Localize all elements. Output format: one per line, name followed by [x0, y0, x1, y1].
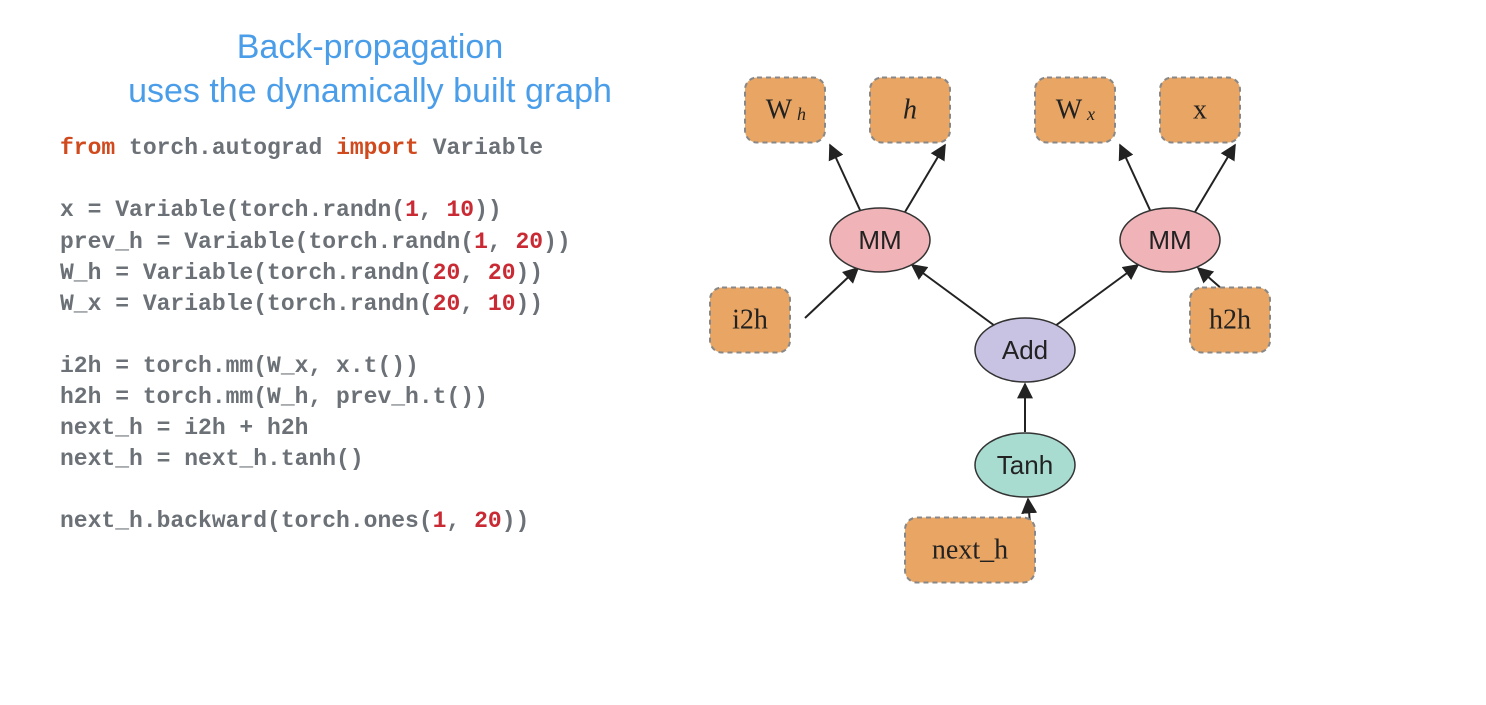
code-l9n1: 1 — [433, 508, 447, 534]
code-l9a: next_h.backward(torch.ones( — [60, 508, 433, 534]
svg-text:h2h: h2h — [1209, 305, 1251, 336]
node-mm1: MM — [830, 208, 930, 272]
code-l1n1: 1 — [405, 197, 419, 223]
svg-text:Tanh: Tanh — [997, 450, 1053, 480]
code-l1sep: , — [419, 197, 447, 223]
code-l2a: prev_h = Variable(torch.randn( — [60, 229, 474, 255]
kw-import: import — [336, 135, 419, 161]
slide-title: Back-propagation uses the dynamically bu… — [60, 25, 680, 113]
code-l3n1: 20 — [433, 260, 461, 286]
edge-mm1-h — [905, 145, 945, 212]
svg-text:W: W — [766, 95, 793, 126]
node-mm2: MM — [1120, 208, 1220, 272]
code-l5: i2h = torch.mm(W_x, x.t()) — [60, 353, 419, 379]
node-add: Add — [975, 318, 1075, 382]
edge-mm2-x — [1195, 145, 1235, 212]
edge-mm2-Wx — [1120, 145, 1150, 210]
svg-text:W: W — [1056, 95, 1083, 126]
code-var: Variable — [419, 135, 543, 161]
computation-graph: WhhWxxMMMMi2hAddh2hTanhnext_h — [720, 60, 1480, 700]
code-l6: h2h = torch.mm(W_h, prev_h.t()) — [60, 384, 488, 410]
edge-add-mm2 — [1055, 265, 1138, 326]
svg-text:x: x — [1086, 104, 1095, 124]
code-l4n2: 10 — [488, 291, 516, 317]
code-l3n2: 20 — [488, 260, 516, 286]
svg-text:MM: MM — [858, 225, 901, 255]
node-x: x — [1160, 78, 1240, 143]
title-line-2: uses the dynamically built graph — [128, 72, 612, 110]
svg-text:i2h: i2h — [732, 305, 768, 336]
kw-from: from — [60, 135, 115, 161]
code-l2n1: 1 — [474, 229, 488, 255]
code-l8: next_h = next_h.tanh() — [60, 446, 364, 472]
node-i2h: i2h — [710, 288, 790, 353]
svg-text:x: x — [1193, 95, 1207, 126]
node-h: h — [870, 78, 950, 143]
node-nexth: next_h — [905, 518, 1035, 583]
edge-mm1-Wh — [830, 145, 860, 210]
code-l9n2: 20 — [474, 508, 502, 534]
svg-text:h: h — [903, 95, 917, 126]
graph-panel: WhhWxxMMMMi2hAddh2hTanhnext_h — [720, 60, 1480, 700]
edge-add-mm1 — [912, 265, 995, 326]
node-tanh: Tanh — [975, 433, 1075, 497]
code-l4a: W_x = Variable(torch.randn( — [60, 291, 433, 317]
node-Wx: Wx — [1035, 78, 1115, 143]
left-panel: Back-propagation uses the dynamically bu… — [60, 25, 680, 537]
code-l7: next_h = i2h + h2h — [60, 415, 308, 441]
edge-i2h-mm1 — [805, 268, 858, 318]
code-l2n2: 20 — [516, 229, 544, 255]
code-mod: torch.autograd — [115, 135, 336, 161]
svg-text:Add: Add — [1002, 335, 1048, 365]
nodes-group: WhhWxxMMMMi2hAddh2hTanhnext_h — [710, 78, 1270, 583]
node-Wh: Wh — [745, 78, 825, 143]
svg-text:next_h: next_h — [932, 535, 1008, 566]
code-l3a: W_h = Variable(torch.randn( — [60, 260, 433, 286]
title-line-1: Back-propagation — [237, 28, 504, 66]
code-block: from torch.autograd import Variable x = … — [60, 133, 680, 537]
code-l1n2: 10 — [446, 197, 474, 223]
node-h2h: h2h — [1190, 288, 1270, 353]
svg-text:MM: MM — [1148, 225, 1191, 255]
svg-text:h: h — [797, 104, 806, 124]
code-l4n1: 20 — [433, 291, 461, 317]
code-l1a: x = Variable(torch.randn( — [60, 197, 405, 223]
code-l1b: )) — [474, 197, 502, 223]
